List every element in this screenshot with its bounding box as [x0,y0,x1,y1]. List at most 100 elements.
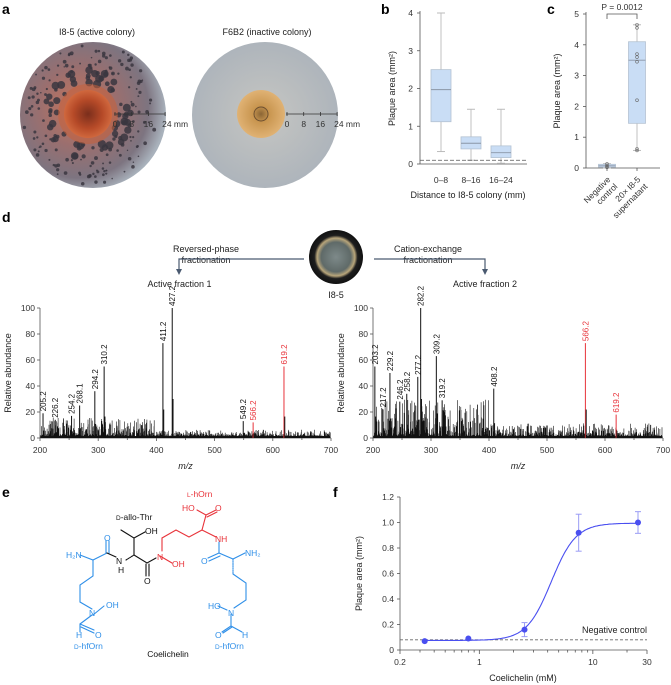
plaque-spot [35,73,37,76]
plaque-spot [48,113,52,118]
plaque-spot [59,52,62,55]
panel-e-structure: H₂N O N H OH O N OH HO O NH O NH₂ OH N H… [66,489,261,659]
plaque-spot [53,97,61,105]
plaque-spot [65,157,69,162]
y-tick-label: 0.2 [382,620,394,630]
plaque-spot [127,53,130,57]
plaque-spot [123,170,126,173]
plaque-spot [48,158,51,161]
hforn-left-label: D-hfOrn [74,641,103,651]
plaque-spot [43,98,50,105]
plaque-spot [94,156,98,161]
plaque-spot [116,149,119,152]
plaque-spot [101,167,105,170]
plaque-spot [152,127,157,132]
atom-nh2-right: NH₂ [245,548,261,558]
plaque-spot [128,68,131,72]
y-tick-label: 60 [359,355,369,365]
scale-label: 16 [144,119,154,129]
plaque-spot [48,119,57,128]
x-tick-label: 400 [482,445,496,455]
atom-n-right: N [228,608,234,618]
plaque-spot [63,171,68,175]
plaque-spot [89,164,92,168]
plaque-spot [110,78,118,86]
plaque-spot [96,170,100,174]
peak-label: 268.1 [76,383,85,404]
y-axis-label: Plaque area (mm²) [387,51,397,126]
y-tick-label: 20 [359,407,369,417]
scale-label: 16 [316,119,326,129]
plaque-spot [41,76,46,80]
plaque-spot [54,88,58,92]
fit-curve [424,522,637,641]
plaque-spot [36,98,40,102]
y-tick-label: 3 [574,71,579,81]
y-tick-label: 5 [574,9,579,19]
plaque-spot [135,88,138,90]
y-tick-label: 0.6 [382,569,394,579]
plaque-spot [149,98,153,102]
y-axis-label: Plaque area (mm²) [552,53,562,128]
plaque-spot [103,180,107,184]
plaque-spot [70,80,78,87]
x-tick-label: 16–24 [489,175,513,185]
scale-label: 8 [129,119,134,129]
panel-b-chart: 0 1 2 3 4 Plaque area (mm²) 0–8 8–16 16–24 Distan… [387,8,527,200]
plaque-spot [130,100,133,103]
y-tick-label: 40 [26,381,36,391]
plaque-spot [48,79,51,82]
plaque-spot [107,85,115,94]
data-point [605,162,609,166]
plaque-spot [78,173,82,176]
plaque-spot [138,90,142,94]
atom-h-left: H [76,630,82,640]
atom-n-horn: N [157,552,163,562]
plaque-spot [57,80,66,89]
y-tick-label: 0 [389,645,394,655]
atom-ho-right: HO [208,601,221,611]
panel-letter-a: a [2,1,10,17]
plaque-spot [97,49,101,53]
left-method-line1: Reversed-phase [173,244,239,254]
y-tick-label: 80 [26,329,36,339]
x-tick-label: 700 [656,445,670,455]
y-axis-label: Plaque area (mm²) [354,536,364,611]
peak-label: 282.2 [417,285,426,306]
y-tick-label: 100 [21,303,35,313]
peak-label: 619.2 [280,344,289,365]
x-tick-label: 200 [33,445,47,455]
plaque-spot [48,101,54,108]
data-point [635,60,639,64]
plaque-spot [36,136,39,139]
atom-o-right: O [201,556,208,566]
x-tick-label: 500 [208,445,222,455]
y-tick-label: 1.0 [382,518,394,528]
plaque-spot [119,102,123,107]
x-axis-label: m/z [178,461,193,471]
atom-oh-left: OH [106,600,119,610]
plaque-spot [135,105,137,108]
plaque-spot [108,66,111,69]
peak-label: 203.2 [371,344,380,365]
plaque-spot [136,144,139,148]
y-axis-label: Relative abundance [3,333,13,413]
plaque-spot [94,49,98,53]
plaque-spot [56,163,61,167]
plaque-spot [103,169,106,173]
y-tick-label: 0 [574,163,579,173]
plaque-spot [137,110,141,114]
plaque-spot [46,93,53,100]
peak-label: 427.2 [168,285,177,306]
plaque-spot [44,148,48,153]
x-tick-label: 0.2 [394,657,406,667]
plaque-spot [22,125,27,130]
plaque-spot [71,152,79,160]
x-axis-label: m/z [511,461,526,471]
atom-nh: N [116,556,122,566]
plaque-spot [89,66,93,70]
atom-o-acid: O [215,503,222,513]
atom-o-right-formyl: O [215,630,222,640]
plaque-spot [56,173,59,176]
